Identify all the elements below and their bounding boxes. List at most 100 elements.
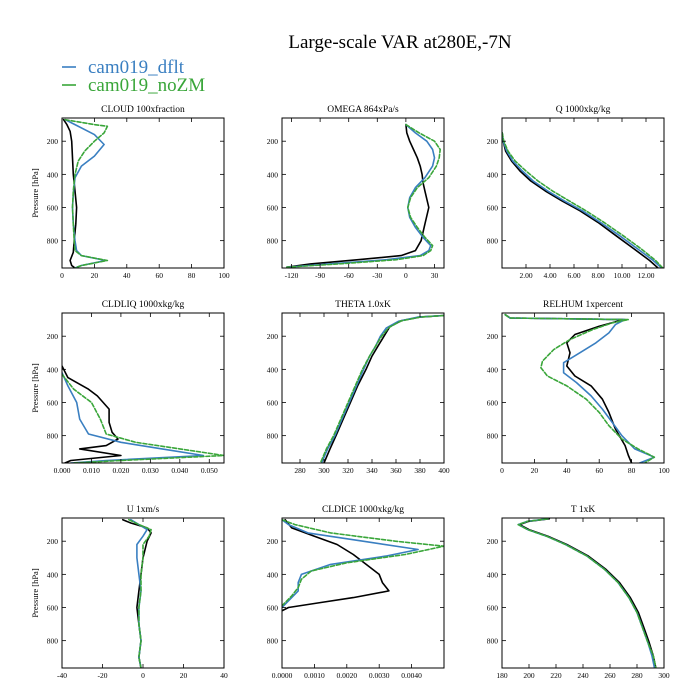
x-tick-label: 20 (531, 466, 539, 475)
y-tick-label: 800 (487, 237, 499, 246)
x-tick-label: 40 (563, 466, 571, 475)
series-line-obs (286, 123, 430, 268)
x-tick-label: 0.030 (142, 466, 159, 475)
series-line-cam019-nozm (504, 313, 656, 463)
series-group (282, 518, 444, 612)
x-tick-label: 0.0010 (304, 671, 325, 680)
y-tick-label: 400 (487, 365, 499, 374)
series-line-cam019-nozm (282, 518, 444, 607)
plot-frame (281, 517, 445, 669)
y-tick-label: 800 (487, 432, 499, 441)
series-line-obs (504, 313, 633, 463)
series-line-obs (122, 518, 152, 668)
x-tick-label: 320 (342, 466, 354, 475)
legend: cam019_dflt cam019_noZM (62, 57, 205, 96)
x-tick-label: 40 (220, 671, 228, 680)
legend-item-nozm: cam019_noZM (62, 75, 205, 96)
y-tick-label: 600 (47, 604, 59, 613)
x-tick-label: 400 (438, 466, 450, 475)
series-group (62, 365, 224, 463)
series-line-cam019-dflt (504, 313, 656, 463)
panel-title: CLDLIQ 1000xkg/kg (102, 300, 185, 310)
panel-cldice: CLDICE 1000xkg/kg 0.0000 0.0010 0.0020 0.003… (267, 505, 445, 680)
y-tick-label: 600 (47, 399, 59, 408)
y-tick-label: 200 (267, 332, 279, 341)
y-tick-label: 400 (47, 570, 59, 579)
y-tick-label: 600 (267, 399, 279, 408)
series-line-cam019-nozm (62, 373, 224, 463)
x-tick-label: 0 (404, 271, 408, 280)
panel-title: THETA 1.0xK (335, 300, 391, 310)
panel-omega: OMEGA 864xPa/s -120 -90 -60 -30 0 30 200 400 600 8… (267, 105, 445, 280)
plot-frame (281, 312, 445, 464)
y-tick-label: 600 (487, 604, 499, 613)
x-tick-label: 12.00 (638, 271, 655, 280)
y-tick-label: 800 (267, 637, 279, 646)
x-tick-label: -20 (98, 671, 108, 680)
x-tick-label: 0 (60, 271, 64, 280)
y-tick-label: 200 (267, 137, 279, 146)
y-tick-label: 400 (47, 170, 59, 179)
series-line-cam019-nozm (286, 123, 441, 268)
y-tick-label: 400 (267, 570, 279, 579)
series-line-cam019-nozm (517, 518, 657, 668)
y-tick-label: 600 (267, 604, 279, 613)
y-tick-label: 200 (487, 537, 499, 546)
series-group (286, 123, 441, 268)
legend-label-dflt: cam019_dflt (88, 57, 185, 78)
x-tick-label: 10.00 (614, 271, 631, 280)
x-tick-label: 20 (91, 271, 99, 280)
series-line-obs (62, 365, 122, 463)
panel-relhum: RELHUM 1xpercent 0 20 40 60 80 100 200 400 600 800 (487, 300, 670, 475)
x-tick-label: 8.00 (591, 271, 604, 280)
y-tick-label: 600 (47, 204, 59, 213)
x-tick-label: 380 (414, 466, 426, 475)
x-tick-label: 0 (141, 671, 145, 680)
series-group (62, 118, 109, 268)
plot-frame (281, 117, 445, 269)
x-tick-label: 200 (523, 671, 535, 680)
series-line-cam019-nozm (319, 314, 444, 463)
series-group (504, 313, 656, 463)
panel-u: U 1xm/s Pressure [hPa] -40 -20 0 20 40 200 400 60… (30, 505, 228, 680)
x-tick-label: 280 (631, 671, 643, 680)
panel-t: T 1xK 180 200 220 240 260 280 300 200 400 600 800 (487, 505, 670, 680)
x-tick-label: 220 (550, 671, 562, 680)
x-tick-label: 0 (500, 466, 504, 475)
x-tick-label: 0.000 (54, 466, 71, 475)
y-tick-label: 800 (47, 237, 59, 246)
panel-title: Q 1000xkg/kg (556, 105, 611, 115)
x-tick-label: 0.0040 (401, 671, 422, 680)
figure-title: Large-scale VAR at280E,-7N (288, 32, 511, 53)
y-tick-label: 400 (267, 170, 279, 179)
x-tick-label: -120 (285, 271, 299, 280)
y-tick-label: 800 (47, 637, 59, 646)
series-line-obs (502, 132, 659, 268)
panel-theta: THETA 1.0xK 280 300 320 340 360 380 400 200 400 60… (267, 300, 450, 475)
panel-cldliq: CLDLIQ 1000xkg/kg Pressure [hPa] 0.000 0.01… (30, 300, 225, 475)
y-tick-label: 600 (487, 399, 499, 408)
y-tick-label: 400 (487, 170, 499, 179)
x-tick-label: 60 (595, 466, 603, 475)
series-line-obs (323, 314, 444, 463)
series-line-cam019-nozm (128, 518, 152, 668)
y-axis-label: Pressure [hPa] (30, 568, 40, 618)
x-tick-label: 260 (604, 671, 616, 680)
x-tick-label: 0.050 (201, 466, 218, 475)
legend-item-dflt: cam019_dflt (62, 57, 185, 78)
y-axis-label: Pressure [hPa] (30, 363, 40, 413)
y-axis-label: Pressure [hPa] (30, 168, 40, 218)
plot-frame (61, 117, 225, 269)
x-tick-label: 180 (496, 671, 508, 680)
plot-frame (501, 517, 665, 669)
series-line-obs (282, 518, 390, 612)
panel-title: OMEGA 864xPa/s (327, 105, 399, 115)
y-tick-label: 200 (47, 137, 59, 146)
x-tick-label: -30 (372, 271, 382, 280)
x-tick-label: 360 (390, 466, 402, 475)
plot-frame (501, 117, 665, 269)
y-tick-label: 600 (487, 204, 499, 213)
x-tick-label: 280 (294, 466, 306, 475)
series-line-cam019-dflt (502, 132, 663, 268)
